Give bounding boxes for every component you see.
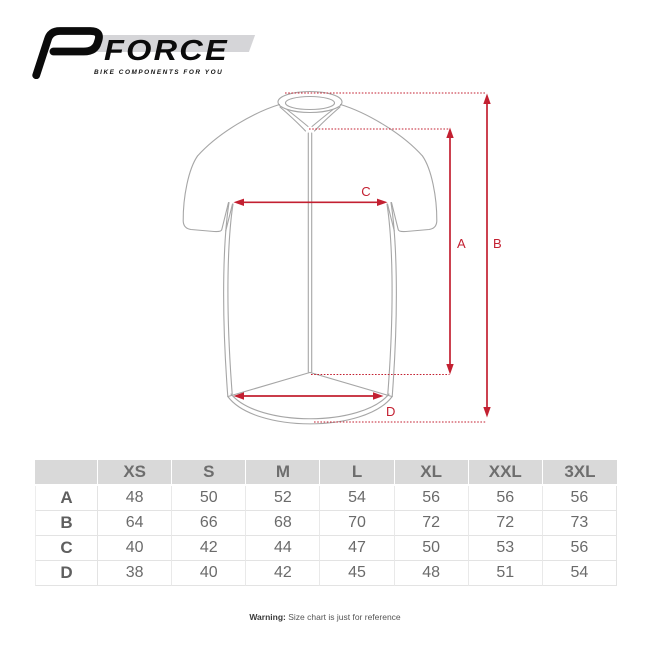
cell: 73 [542, 511, 617, 536]
cell: 44 [246, 536, 321, 561]
row-label: A [35, 486, 99, 511]
brand-logo: FORCE BIKE COMPONENTS FOR YOU [28, 22, 268, 84]
force-f-icon [32, 27, 103, 79]
cell: 56 [542, 486, 617, 511]
cell: 56 [468, 486, 543, 511]
cell: 54 [542, 561, 617, 586]
table-row-b: B 64 66 68 70 72 72 73 [35, 511, 617, 536]
warning-prefix: Warning: [249, 612, 286, 622]
measure-label-a: A [457, 236, 466, 251]
cell: 38 [98, 561, 173, 586]
cell: 56 [394, 486, 469, 511]
row-label: B [35, 511, 99, 536]
cell: 40 [98, 536, 173, 561]
cell: 48 [394, 561, 469, 586]
cell: 40 [172, 561, 247, 586]
cell: 53 [468, 536, 543, 561]
corner-cell [35, 460, 99, 486]
cell: 68 [246, 511, 321, 536]
cell: 54 [320, 486, 395, 511]
col-header-3xl: 3XL [542, 460, 617, 486]
cell: 64 [98, 511, 173, 536]
table-row-c: C 40 42 44 47 50 53 56 [35, 536, 617, 561]
cell: 42 [172, 536, 247, 561]
cell: 72 [394, 511, 469, 536]
col-header-m: M [246, 460, 321, 486]
cell: 47 [320, 536, 395, 561]
warning-note: Warning: Size chart is just for referenc… [0, 612, 650, 622]
cell: 50 [394, 536, 469, 561]
cell: 52 [246, 486, 321, 511]
measurement-lines [233, 92, 491, 423]
jersey-outline [182, 90, 438, 425]
measure-label-b: B [493, 236, 502, 251]
brand-name: FORCE [104, 35, 229, 67]
cell: 66 [172, 511, 247, 536]
table-row-d: D 38 40 42 45 48 51 54 [35, 561, 617, 586]
col-header-s: S [172, 460, 247, 486]
brand-tagline: BIKE COMPONENTS FOR YOU [94, 69, 224, 76]
cell: 56 [542, 536, 617, 561]
size-header-row: XS S M L XL XXL 3XL [35, 460, 617, 486]
row-label: D [35, 561, 99, 586]
size-chart-table: XS S M L XL XXL 3XL A 48 50 52 54 56 56 … [35, 460, 617, 586]
table-row-a: A 48 50 52 54 56 56 56 [35, 486, 617, 511]
cell: 70 [320, 511, 395, 536]
measure-label-c: C [361, 184, 370, 199]
row-label: C [35, 536, 99, 561]
measure-label-d: D [386, 404, 395, 419]
col-header-xxl: XXL [468, 460, 543, 486]
jersey-measurement-diagram: A B C D [182, 90, 502, 425]
col-header-xs: XS [98, 460, 173, 486]
col-header-l: L [320, 460, 395, 486]
cell: 50 [172, 486, 247, 511]
warning-text: Size chart is just for reference [285, 612, 401, 622]
cell: 72 [468, 511, 543, 536]
cell: 45 [320, 561, 395, 586]
cell: 48 [98, 486, 173, 511]
cell: 42 [246, 561, 321, 586]
cell: 51 [468, 561, 543, 586]
col-header-xl: XL [394, 460, 469, 486]
